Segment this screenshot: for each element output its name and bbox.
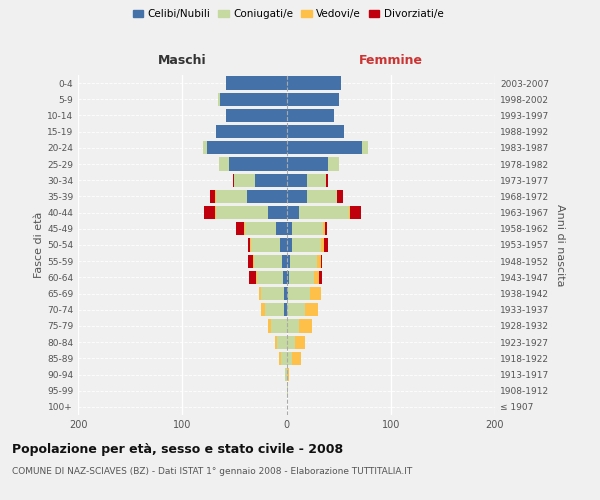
- Bar: [286, 368, 287, 381]
- Bar: [287, 125, 344, 138]
- Text: Femmine: Femmine: [359, 54, 423, 68]
- Bar: [287, 158, 328, 170]
- Bar: [226, 76, 287, 90]
- Bar: [287, 109, 334, 122]
- Bar: [287, 352, 292, 365]
- Bar: [287, 270, 289, 284]
- Bar: [248, 254, 253, 268]
- Bar: [254, 254, 283, 268]
- Bar: [287, 287, 310, 300]
- Bar: [271, 320, 287, 332]
- Bar: [256, 270, 257, 284]
- Bar: [262, 287, 284, 300]
- Bar: [287, 174, 307, 187]
- Bar: [323, 222, 325, 235]
- Bar: [248, 238, 250, 252]
- Bar: [289, 270, 314, 284]
- Y-axis label: Anni di nascita: Anni di nascita: [554, 204, 565, 286]
- Bar: [287, 92, 338, 106]
- Bar: [220, 92, 287, 106]
- Y-axis label: Fasce di età: Fasce di età: [34, 212, 44, 278]
- Bar: [284, 287, 287, 300]
- Bar: [204, 206, 215, 220]
- Bar: [235, 174, 255, 187]
- Bar: [236, 222, 244, 235]
- Bar: [317, 254, 321, 268]
- Bar: [247, 190, 287, 203]
- Bar: [279, 352, 281, 365]
- Bar: [321, 254, 322, 268]
- Bar: [324, 238, 328, 252]
- Bar: [299, 320, 311, 332]
- Bar: [253, 254, 254, 268]
- Bar: [349, 206, 350, 220]
- Bar: [287, 320, 299, 332]
- Bar: [281, 352, 287, 365]
- Bar: [287, 141, 362, 154]
- Bar: [233, 174, 235, 187]
- Bar: [262, 303, 265, 316]
- Bar: [287, 368, 289, 381]
- Bar: [283, 270, 287, 284]
- Bar: [226, 109, 287, 122]
- Bar: [310, 287, 321, 300]
- Bar: [287, 76, 341, 90]
- Bar: [328, 158, 338, 170]
- Bar: [280, 238, 287, 252]
- Bar: [337, 190, 343, 203]
- Bar: [325, 222, 327, 235]
- Bar: [215, 206, 268, 220]
- Bar: [259, 287, 262, 300]
- Bar: [283, 254, 287, 268]
- Bar: [292, 238, 321, 252]
- Bar: [307, 174, 326, 187]
- Bar: [305, 303, 318, 316]
- Text: Popolazione per età, sesso e stato civile - 2008: Popolazione per età, sesso e stato civil…: [12, 442, 343, 456]
- Bar: [255, 174, 287, 187]
- Bar: [257, 270, 283, 284]
- Bar: [251, 238, 280, 252]
- Bar: [321, 238, 324, 252]
- Bar: [245, 222, 276, 235]
- Bar: [275, 336, 277, 349]
- Bar: [218, 92, 220, 106]
- Bar: [290, 254, 317, 268]
- Bar: [268, 320, 271, 332]
- Bar: [249, 270, 256, 284]
- Bar: [307, 190, 337, 203]
- Bar: [350, 206, 361, 220]
- Bar: [314, 270, 319, 284]
- Text: COMUNE DI NAZ-SCIAVES (BZ) - Dati ISTAT 1° gennaio 2008 - Elaborazione TUTTITALI: COMUNE DI NAZ-SCIAVES (BZ) - Dati ISTAT …: [12, 468, 412, 476]
- Bar: [299, 206, 349, 220]
- Bar: [362, 141, 368, 154]
- Legend: Celibi/Nubili, Coniugati/e, Vedovi/e, Divorziati/e: Celibi/Nubili, Coniugati/e, Vedovi/e, Di…: [128, 5, 448, 24]
- Bar: [219, 158, 229, 170]
- Bar: [265, 303, 284, 316]
- Bar: [287, 222, 292, 235]
- Bar: [295, 336, 305, 349]
- Text: Maschi: Maschi: [158, 54, 206, 68]
- Bar: [287, 238, 292, 252]
- Bar: [215, 125, 287, 138]
- Bar: [287, 206, 299, 220]
- Bar: [268, 206, 287, 220]
- Bar: [326, 174, 328, 187]
- Bar: [292, 222, 323, 235]
- Bar: [277, 336, 287, 349]
- Bar: [287, 190, 307, 203]
- Bar: [287, 303, 305, 316]
- Bar: [287, 336, 295, 349]
- Bar: [284, 303, 287, 316]
- Bar: [319, 270, 322, 284]
- Bar: [250, 238, 251, 252]
- Bar: [244, 222, 245, 235]
- Bar: [292, 352, 301, 365]
- Bar: [229, 158, 287, 170]
- Bar: [207, 141, 287, 154]
- Bar: [276, 222, 287, 235]
- Bar: [215, 190, 247, 203]
- Bar: [203, 141, 207, 154]
- Bar: [211, 190, 215, 203]
- Bar: [287, 254, 290, 268]
